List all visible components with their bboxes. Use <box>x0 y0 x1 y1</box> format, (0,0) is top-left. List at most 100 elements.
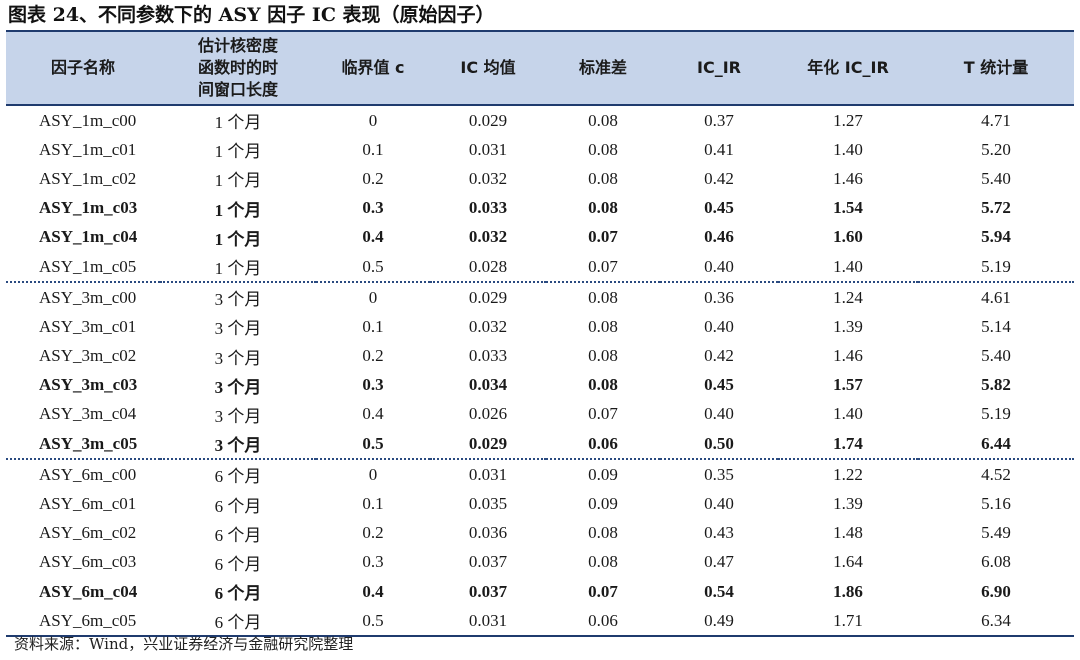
window-cell: 1 个月 <box>214 142 262 162</box>
header-t-stat: T 统计量 <box>963 58 1029 77</box>
window-cell: 6 个月 <box>160 606 316 638</box>
annual-ic-ir-cell: 1.64 <box>833 552 863 572</box>
std-cell: 0.06 <box>588 433 618 453</box>
factor-name-cell: ASY_1m_c03 <box>39 198 138 218</box>
window-cell: 6 个月 <box>214 525 262 545</box>
t-stat-cell: 6.90 <box>981 581 1011 601</box>
table-row: ASY_6m_c00 6 个月 0 0.031 0.09 0.35 1.22 4.52 <box>6 458 1074 490</box>
threshold-cell: 0.5 <box>362 256 384 276</box>
factor-name-cell: ASY_1m_c04 <box>39 227 138 247</box>
std-cell: 0.07 <box>588 404 618 424</box>
t-stat-cell: 5.49 <box>981 523 1011 543</box>
table-row: ASY_6m_c03 6 个月 0.3 0.037 0.08 0.47 1.64 6.08 <box>6 548 1074 577</box>
table-row: ASY_3m_c05 3 个月 0.5 0.029 0.06 0.50 1.74 6.44 <box>6 429 1074 459</box>
ic-ir-cell: 0.47 <box>704 552 734 572</box>
std-cell: 0.07 <box>588 581 618 601</box>
annual-ic-ir-cell: 1.24 <box>778 281 918 313</box>
threshold-cell: 0.1 <box>362 316 384 336</box>
header-window-line1: 估计核密度 <box>197 36 278 55</box>
header-window-line2: 函数时的时 <box>197 58 278 77</box>
table-row: ASY_1m_c04 1 个月 0.4 0.032 0.07 0.46 1.60 5.94 <box>6 223 1074 252</box>
ic-mean-cell: 0.033 <box>468 346 508 366</box>
ic-ir-cell: 0.40 <box>704 404 734 424</box>
ic-mean-cell: 0.031 <box>430 606 546 638</box>
annual-ic-ir-cell: 1.27 <box>833 110 863 130</box>
ic-ir-cell: 0.42 <box>704 346 734 366</box>
std-cell: 0.08 <box>546 281 660 313</box>
std-cell: 0.08 <box>588 139 618 159</box>
t-stat-cell: 4.61 <box>918 281 1074 313</box>
table-row: ASY_1m_c00 1 个月 0 0.029 0.08 0.37 1.27 4.71 <box>6 105 1074 135</box>
ic-mean-cell: 0.032 <box>468 168 508 188</box>
annual-ic-ir-cell: 1.40 <box>833 256 863 276</box>
ic-ir-cell: 0.43 <box>704 523 734 543</box>
ic-ir-cell: 0.40 <box>704 256 734 276</box>
annual-ic-ir-cell: 1.46 <box>833 168 863 188</box>
threshold-cell: 0.3 <box>362 552 384 572</box>
table-row: ASY_1m_c03 1 个月 0.3 0.033 0.08 0.45 1.54 5.72 <box>6 194 1074 223</box>
table-row: ASY_6m_c01 6 个月 0.1 0.035 0.09 0.40 1.39 5.16 <box>6 489 1074 518</box>
header-std: 标准差 <box>578 58 627 77</box>
table-body: ASY_1m_c00 1 个月 0 0.029 0.08 0.37 1.27 4.71 ASY_… <box>6 105 1074 638</box>
annual-ic-ir-cell: 1.48 <box>833 523 863 543</box>
annual-ic-ir-cell: 1.40 <box>833 404 863 424</box>
header-factor-name: 因子名称 <box>50 58 115 77</box>
window-cell: 3 个月 <box>214 319 262 339</box>
annual-ic-ir-cell: 1.60 <box>833 227 863 247</box>
factor-name-cell: ASY_6m_c02 <box>39 523 137 543</box>
t-stat-cell: 5.72 <box>981 198 1011 218</box>
factor-name-cell: ASY_6m_c01 <box>39 494 137 514</box>
header-ic-ir: IC_IR <box>697 58 741 77</box>
std-cell: 0.08 <box>588 552 618 572</box>
threshold-cell: 0.4 <box>362 404 384 424</box>
ic-mean-cell: 0.037 <box>468 552 508 572</box>
window-cell: 1 个月 <box>214 171 262 191</box>
table-row: ASY_1m_c02 1 个月 0.2 0.032 0.08 0.42 1.46 5.40 <box>6 164 1074 193</box>
table-row: ASY_3m_c02 3 个月 0.2 0.033 0.08 0.42 1.46 5.40 <box>6 342 1074 371</box>
window-cell: 3 个月 <box>214 436 262 456</box>
std-cell: 0.08 <box>588 110 618 130</box>
factor-name-cell: ASY_3m_c04 <box>39 404 137 424</box>
t-stat-cell: 5.94 <box>981 227 1011 247</box>
ic-ir-cell: 0.45 <box>704 375 734 395</box>
std-cell: 0.06 <box>546 606 660 638</box>
table-row: ASY_6m_c02 6 个月 0.2 0.036 0.08 0.43 1.48 5.49 <box>6 519 1074 548</box>
t-stat-cell: 5.16 <box>981 494 1011 514</box>
factor-name-cell: ASY_3m_c00 <box>6 281 160 313</box>
std-cell: 0.07 <box>588 227 618 247</box>
window-cell: 6 个月 <box>214 584 262 604</box>
t-stat-cell: 4.71 <box>981 110 1011 130</box>
std-cell: 0.07 <box>588 256 618 276</box>
table-row: ASY_1m_c05 1 个月 0.5 0.028 0.07 0.40 1.40 5.19 <box>6 252 1074 282</box>
threshold-cell: 0.3 <box>362 375 384 395</box>
factor-name-cell: ASY_3m_c03 <box>39 375 138 395</box>
threshold-cell: 0.4 <box>362 581 384 601</box>
window-cell: 3 个月 <box>214 377 262 397</box>
window-cell: 6 个月 <box>160 458 316 490</box>
threshold-cell: 0.2 <box>362 168 384 188</box>
t-stat-cell: 5.19 <box>981 404 1011 424</box>
ic-ir-cell: 0.50 <box>704 433 734 453</box>
factor-name-cell: ASY_1m_c05 <box>39 256 137 276</box>
threshold-cell: 0.4 <box>362 227 384 247</box>
threshold-cell: 0 <box>316 458 430 490</box>
table-row: ASY_3m_c01 3 个月 0.1 0.032 0.08 0.40 1.39 5.14 <box>6 312 1074 341</box>
ic-mean-cell: 0.031 <box>468 139 508 159</box>
window-cell: 3 个月 <box>214 406 262 426</box>
annual-ic-ir-cell: 1.39 <box>833 494 863 514</box>
table-header: 因子名称 估计核密度 函数时的时 间窗口长度 临界值 c IC 均值 标准差 I… <box>6 31 1074 105</box>
annual-ic-ir-cell: 1.57 <box>833 375 863 395</box>
factor-name-cell: ASY_3m_c02 <box>39 346 137 366</box>
ic-mean-cell: 0.037 <box>468 581 508 601</box>
ic-ir-cell: 0.42 <box>704 168 734 188</box>
ic-ir-cell: 0.41 <box>704 139 734 159</box>
ic-ir-cell: 0.37 <box>704 110 734 130</box>
annual-ic-ir-cell: 1.74 <box>833 433 863 453</box>
std-cell: 0.08 <box>588 198 618 218</box>
ic-mean-cell: 0.032 <box>468 227 508 247</box>
ic-mean-cell: 0.031 <box>430 458 546 490</box>
ic-mean-cell: 0.032 <box>468 316 508 336</box>
table-row: ASY_6m_c04 6 个月 0.4 0.037 0.07 0.54 1.86 6.90 <box>6 577 1074 606</box>
figure-caption: 图表 24、不同参数下的 ASY 因子 IC 表现（原始因子） <box>8 4 495 26</box>
factor-name-cell: ASY_6m_c05 <box>6 606 160 638</box>
